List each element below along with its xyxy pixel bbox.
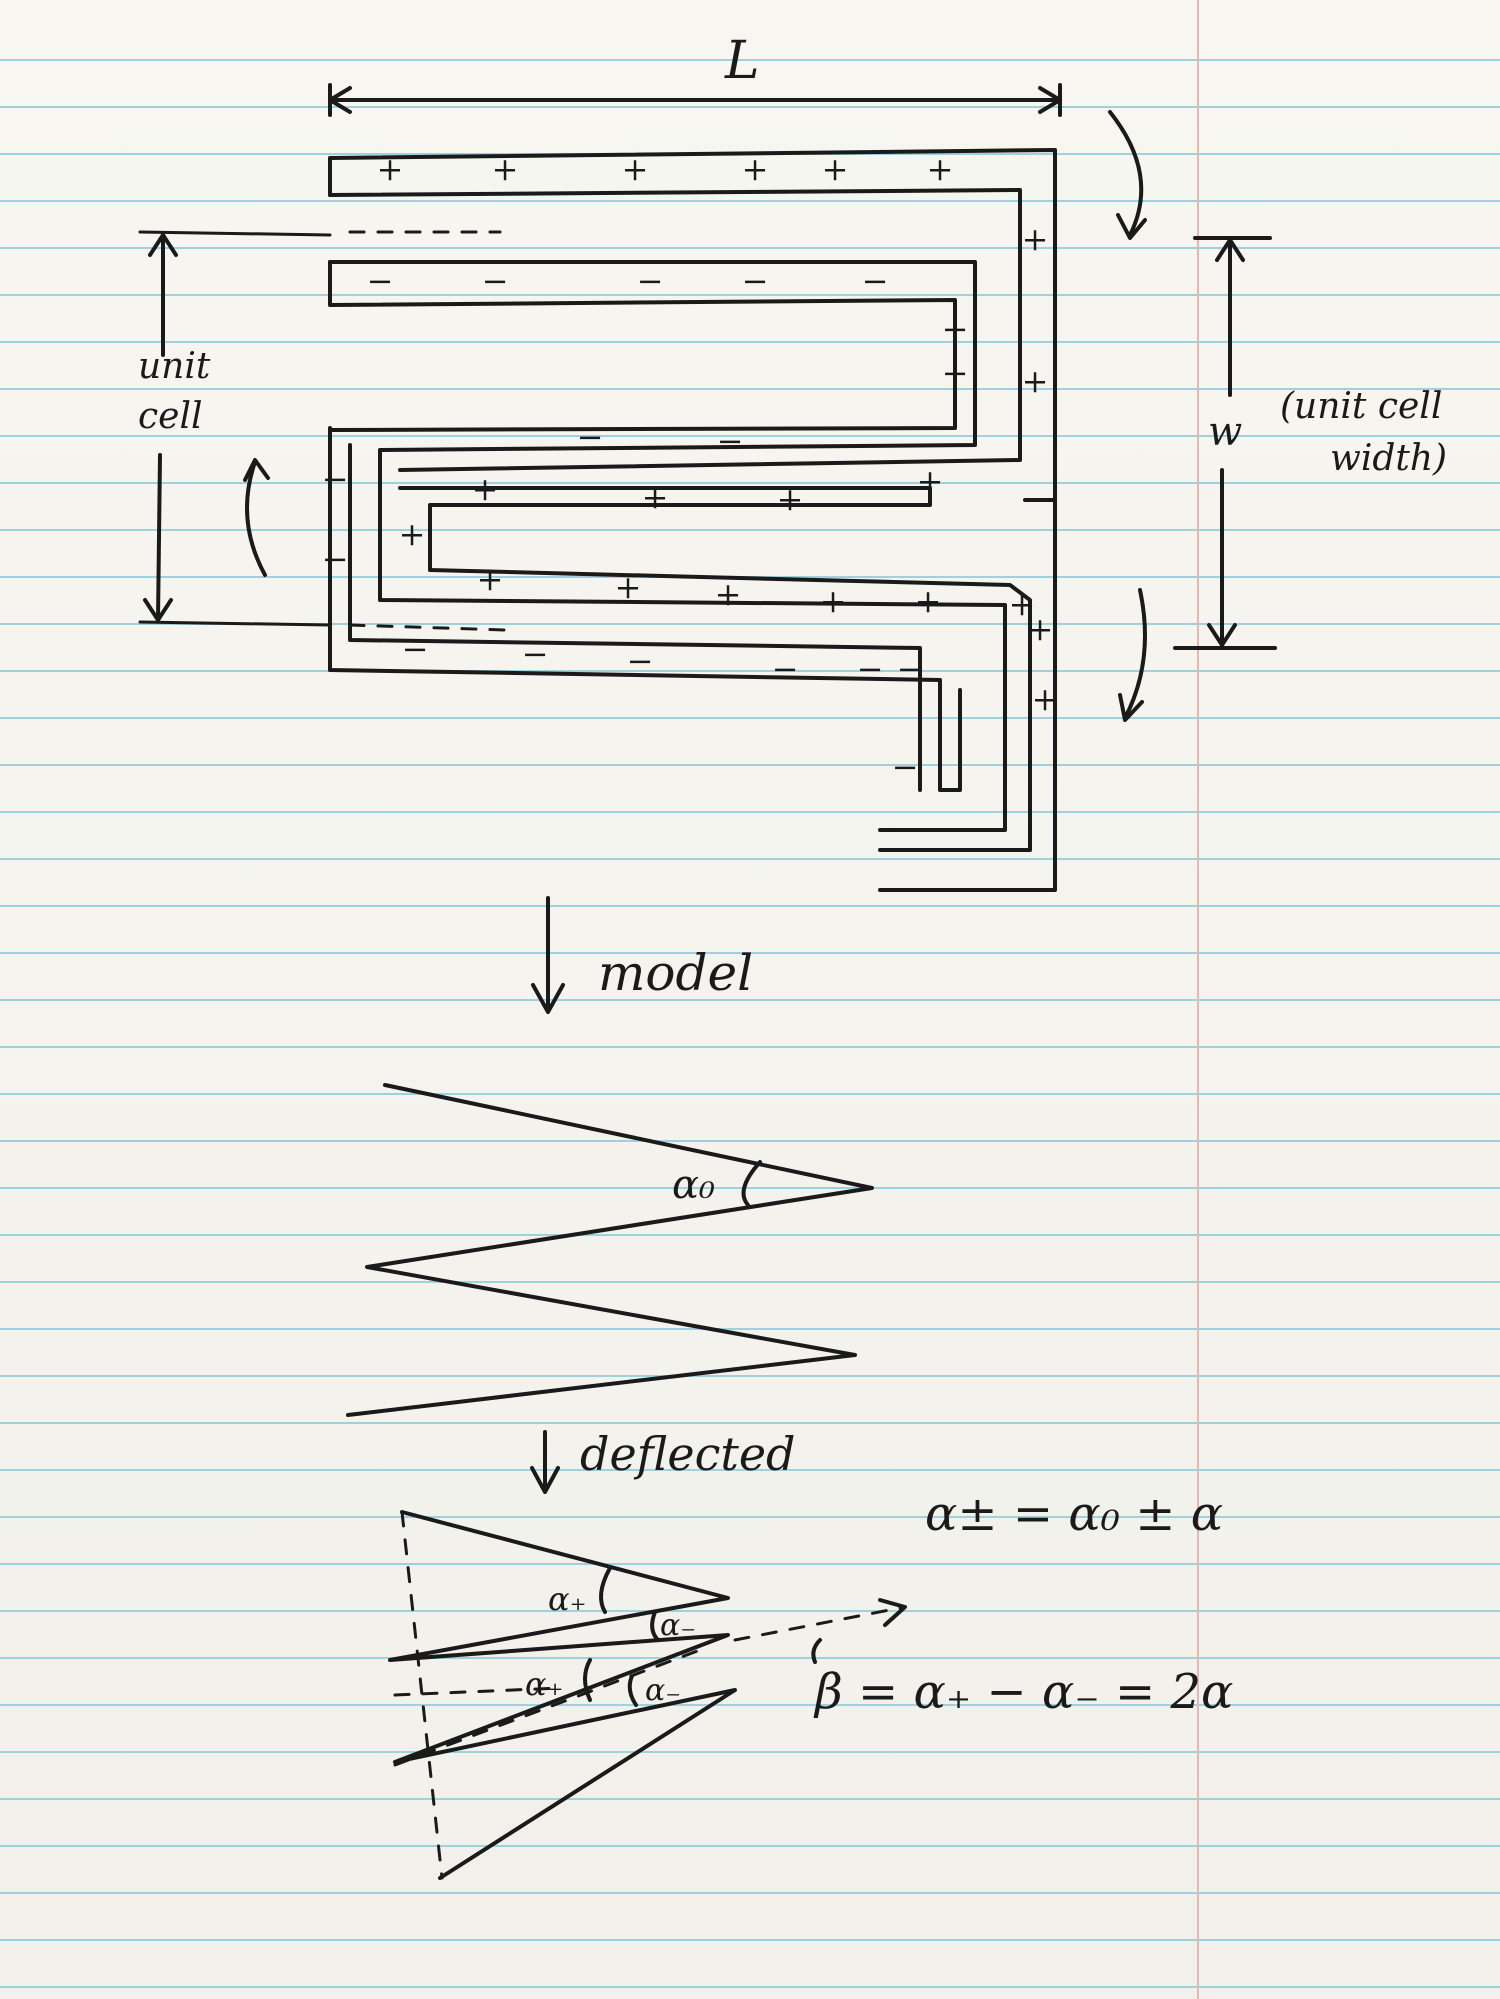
charge-mark: + — [1027, 610, 1054, 648]
charge-mark: − — [352, 410, 379, 448]
charge-mark: + — [917, 462, 944, 500]
charge-mark: − — [522, 635, 549, 673]
deflected-label: deflected — [580, 1427, 796, 1481]
model-arrow: model — [531, 896, 753, 1014]
equation-alpha: α± = α₀ ± α — [925, 1486, 1223, 1542]
deflected-arrow: deflected — [530, 1427, 796, 1494]
charge-mark: − — [942, 310, 969, 348]
alpha-plus-label-2: α₊ — [525, 1665, 564, 1703]
charge-mark: + — [1022, 220, 1049, 258]
width-symbol: w — [1208, 409, 1242, 455]
charge-mark: − — [637, 262, 664, 300]
charge-mark: − — [717, 422, 744, 460]
charge-mark: + — [472, 470, 499, 508]
charge-mark: − — [892, 748, 919, 786]
charge-marks: + + + + + +− − − − −++−−− − − −−−+ + + ++ + + + + ++− − − − − −++… — [322, 150, 1059, 786]
charge-mark: − — [367, 262, 394, 300]
deflected-zigzag: α₊ α₋ α₊ α₋ — [388, 1510, 907, 1880]
unit-cell-label-line2: cell — [138, 396, 203, 437]
charge-mark: + — [777, 480, 804, 518]
charge-mark: − — [322, 540, 349, 578]
charge-mark: + — [822, 150, 849, 188]
length-label: L — [724, 31, 760, 91]
alpha0-label: α₀ — [672, 1162, 715, 1208]
charge-mark: − — [857, 650, 884, 688]
charge-mark: − — [862, 262, 889, 300]
charge-mark: − — [942, 354, 969, 392]
model-label: model — [598, 944, 753, 1002]
ruled-lines — [0, 59, 1500, 1988]
equation-beta: β = α₊ − α₋ = 2α — [813, 1664, 1233, 1720]
unit-cell-label-line1: unit — [138, 346, 211, 387]
charge-mark: + — [1022, 362, 1049, 400]
charge-mark: + — [492, 150, 519, 188]
charge-mark: + — [642, 478, 669, 516]
charge-mark: − — [627, 642, 654, 680]
width-note-line1: (unit cell — [1280, 386, 1442, 427]
charge-mark: + — [715, 575, 742, 613]
charge-mark: + — [742, 150, 769, 188]
alpha-minus-label: α₋ — [660, 1608, 696, 1643]
alpha-plus-label: α₊ — [548, 1580, 587, 1618]
charge-mark: + — [615, 568, 642, 606]
charge-mark: − — [402, 630, 429, 668]
charge-mark: − — [322, 460, 349, 498]
charge-mark: + — [399, 515, 426, 553]
folded-structure: L unit cell w ( — [138, 31, 1447, 892]
width-note-line2: width) — [1330, 438, 1447, 479]
charge-mark: + — [1009, 585, 1036, 623]
charge-mark: + — [820, 582, 847, 620]
charge-mark: + — [915, 582, 942, 620]
charge-mark: + — [927, 150, 954, 188]
zigzag-model: α₀ — [346, 1083, 874, 1417]
charge-mark: − — [482, 262, 509, 300]
alpha-minus-label-2: α₋ — [645, 1673, 681, 1708]
charge-mark: + — [377, 150, 404, 188]
charge-mark: − — [772, 650, 799, 688]
charge-mark: + — [477, 560, 504, 598]
charge-mark: + — [1032, 680, 1059, 718]
charge-mark: − — [577, 418, 604, 456]
charge-mark: + — [622, 150, 649, 188]
charge-mark: − — [897, 650, 924, 688]
charge-mark: − — [482, 410, 509, 448]
charge-mark: − — [742, 262, 769, 300]
